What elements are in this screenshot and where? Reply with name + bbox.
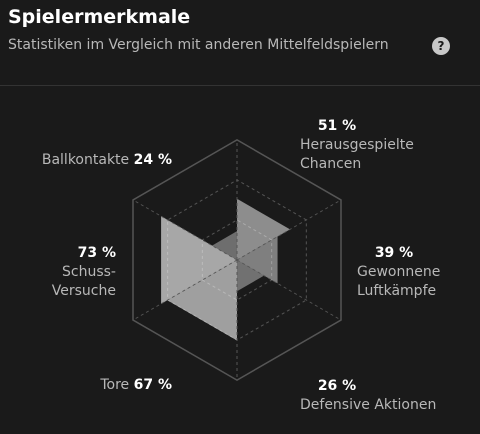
radar-spoke [236, 199, 342, 261]
axis-label: 39 % Gewonnene Luftkämpfe [357, 225, 440, 320]
axis-label: Ballkontakte 24 % [24, 132, 172, 189]
player-attributes-card: Spielermerkmale Statistiken im Vergleich… [0, 6, 480, 413]
value-label: 73 % [77, 245, 116, 261]
radar-segment [237, 260, 265, 292]
radar-segment [237, 236, 278, 284]
radar-spoke [132, 199, 238, 261]
category-label: Defensive Aktionen [300, 397, 437, 413]
category-label: Tore [100, 377, 130, 393]
radar-segment [161, 216, 237, 304]
axis-label: Tore 67 % [83, 357, 172, 414]
radar-segment [237, 198, 291, 260]
category-label: Ballkontakte [41, 152, 130, 168]
radar-spoke [132, 259, 238, 321]
radar-segment [212, 231, 237, 260]
card-title: Spielermerkmale [8, 6, 191, 28]
value-label: 39 % [374, 245, 414, 261]
axis-label: 51 % Herausgespielte Chancen [300, 98, 414, 193]
value-label: 26 % [317, 378, 357, 394]
radar-spoke [236, 259, 342, 321]
radar-segment [167, 260, 237, 341]
card-subtitle: Statistiken im Vergleich mit anderen Mit… [8, 37, 389, 53]
help-icon[interactable]: ? [432, 37, 450, 55]
category-label: Schuss- Versuche [51, 264, 116, 299]
value-label: 24 % [133, 152, 172, 168]
value-label: 51 % [317, 118, 357, 134]
axis-label: 26 % Defensive Aktionen [300, 358, 436, 434]
value-label: 67 % [133, 377, 172, 393]
axis-label: 73 % Schuss- Versuche [52, 225, 116, 320]
radar-chart [132, 139, 342, 381]
category-label: Herausgespielte Chancen [300, 137, 414, 172]
category-label: Gewonnene Luftkämpfe [357, 264, 441, 299]
separator [0, 85, 480, 86]
